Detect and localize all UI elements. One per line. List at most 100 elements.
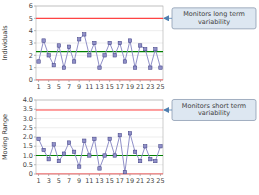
grid-line [36, 164, 163, 165]
y-tick-label: 5 [29, 15, 33, 23]
x-tick-label: 23 [146, 177, 154, 185]
data-point [62, 152, 65, 155]
data-point [37, 137, 40, 140]
annotation-arrow [164, 18, 172, 19]
data-point [118, 41, 121, 44]
data-point [108, 137, 111, 140]
control-limit-line [36, 51, 163, 52]
data-point [72, 60, 75, 63]
data-point [144, 145, 147, 148]
control-chart: 0123456135791113151719212325Individuals [1, 2, 165, 90]
data-point [108, 41, 111, 44]
x-tick-label: 5 [57, 83, 61, 91]
y-tick-label: 1.0 [23, 152, 33, 160]
y-tick-label: 0 [29, 76, 33, 84]
control-limit-line [36, 18, 163, 19]
x-tick-label: 1 [36, 83, 40, 91]
y-tick-label: 3.5 [23, 105, 33, 113]
data-point [67, 45, 70, 48]
x-tick-label: 11 [85, 177, 93, 185]
data-point [103, 54, 106, 57]
grid-line [36, 55, 163, 56]
data-point [47, 158, 50, 161]
x-tick-label: 25 [156, 177, 164, 185]
control-limit-line [36, 155, 163, 156]
x-tick-label: 23 [146, 83, 154, 91]
grid-line [36, 109, 163, 110]
data-point [138, 159, 141, 162]
x-tick-label: 3 [47, 177, 51, 185]
annotation-line: variability [198, 109, 230, 117]
x-tick-label: 7 [67, 83, 71, 91]
y-tick-label: 6 [29, 2, 33, 10]
x-tick-label: 9 [77, 177, 81, 185]
data-point [77, 38, 80, 41]
annotation-text: Monitors short termvariability [182, 102, 246, 118]
data-point [144, 47, 147, 50]
grid-line [36, 155, 163, 156]
y-tick-label: 0 [29, 170, 33, 178]
plot-area [36, 110, 163, 174]
y-tick-label: 4 [29, 27, 33, 35]
x-tick-label: 13 [95, 177, 103, 185]
x-tick-label: 21 [136, 83, 144, 91]
annotation-box [172, 8, 256, 29]
control-limit-line [36, 173, 163, 174]
data-point [93, 137, 96, 140]
grid-line [36, 118, 163, 119]
data-point [93, 41, 96, 44]
grid-line [36, 174, 163, 175]
data-point [62, 66, 65, 69]
plot-frame [36, 100, 163, 174]
data-point [128, 132, 131, 135]
data-point [154, 159, 157, 162]
x-tick-label: 11 [85, 83, 93, 91]
data-point [118, 133, 121, 136]
y-tick-label: 4.0 [23, 96, 33, 104]
data-point [123, 170, 126, 173]
data-point [98, 66, 101, 69]
data-point [67, 141, 70, 144]
control-limit-line [36, 79, 163, 80]
annotation-arrow [164, 109, 172, 110]
x-tick-label: 1 [36, 177, 40, 185]
data-point [133, 150, 136, 153]
data-point [37, 60, 40, 63]
data-point [88, 154, 91, 157]
data-point [52, 143, 55, 146]
data-point [103, 154, 106, 157]
x-tick-label: 19 [126, 177, 134, 185]
grid-line [36, 127, 163, 128]
annotation: Monitors long termvariability [164, 8, 256, 29]
data-point [88, 54, 91, 57]
grid-line [36, 137, 163, 138]
annotation-text: Monitors long termvariability [183, 10, 245, 26]
y-tick-label: 1 [29, 64, 33, 72]
data-point [83, 139, 86, 142]
x-tick-label: 7 [67, 177, 71, 185]
grid-line [36, 18, 163, 19]
data-line [39, 133, 161, 172]
data-point [57, 159, 60, 162]
y-tick-label: 2.5 [23, 124, 33, 132]
data-point [57, 44, 60, 47]
x-tick-label: 15 [106, 83, 114, 91]
y-tick-label: 0.5 [23, 161, 33, 169]
data-point [154, 47, 157, 50]
x-tick-label: 13 [95, 83, 103, 91]
y-tick-label: 2 [29, 52, 33, 60]
plot-area [36, 18, 163, 80]
y-axis-label: Individuals [1, 25, 9, 61]
data-point [159, 145, 162, 148]
data-point [138, 44, 141, 47]
data-point [52, 64, 55, 67]
data-point [113, 54, 116, 57]
x-tick-label: 9 [77, 83, 81, 91]
grid-line [36, 30, 163, 31]
data-point [47, 54, 50, 57]
plot-frame [36, 6, 163, 80]
y-tick-label: 3 [29, 39, 33, 47]
chart-canvas: 0123456135791113151719212325IndividualsM… [0, 0, 259, 195]
annotation: Monitors short termvariability [164, 99, 256, 120]
data-point [77, 165, 80, 168]
